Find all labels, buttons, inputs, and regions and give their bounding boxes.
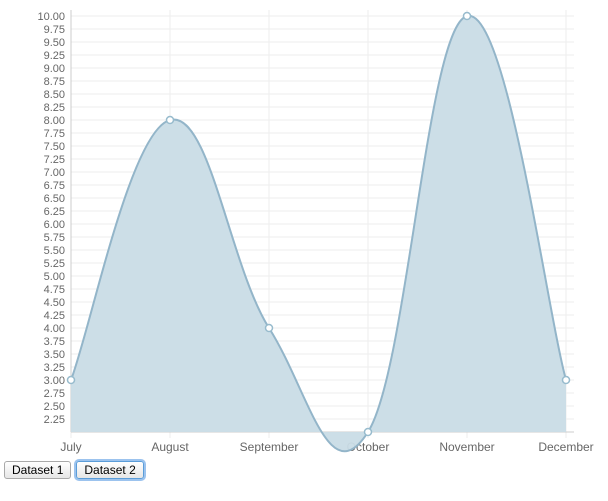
y-tick-label: 3.25: [44, 362, 65, 374]
x-tick-label: December: [538, 440, 593, 454]
x-axis: July August September October November Decemb…: [60, 440, 593, 454]
y-tick-label: 5.50: [44, 245, 65, 257]
y-tick-label: 3.50: [44, 349, 65, 361]
line-chart: 10.009.759.509.259.008.758.508.258.007.7…: [37, 10, 594, 454]
y-tick-label: 8.25: [44, 102, 65, 114]
series-points: [66, 11, 571, 437]
data-point: [66, 375, 76, 385]
y-tick-label: 5.75: [44, 232, 65, 244]
y-tick-label: 4.25: [44, 310, 65, 322]
y-tick-label: 8.00: [44, 115, 65, 127]
y-tick-label: 2.25: [44, 414, 65, 426]
data-point: [462, 11, 472, 21]
series-area: [71, 15, 566, 452]
y-tick-label: 9.25: [44, 50, 65, 62]
series-line: [70, 14, 567, 452]
y-tick-label: 6.75: [44, 180, 65, 192]
y-tick-label: 9.50: [44, 37, 65, 49]
y-tick-label: 5.00: [44, 271, 65, 283]
y-tick-label: 9.00: [44, 63, 65, 75]
y-tick-label: 5.25: [44, 258, 65, 270]
dataset-controls: Dataset 1 Dataset 2: [4, 461, 144, 479]
y-tick-label: 4.00: [44, 323, 65, 335]
x-tick-label: July: [60, 440, 81, 454]
y-tick-label: 10.00: [37, 11, 65, 23]
y-tick-label: 3.00: [44, 375, 65, 387]
y-tick-label: 8.75: [44, 76, 65, 88]
y-tick-label: 7.00: [44, 167, 65, 179]
y-tick-label: 4.50: [44, 297, 65, 309]
x-tick-label: November: [439, 440, 494, 454]
y-tick-label: 2.50: [44, 401, 65, 413]
x-tick-label: September: [240, 440, 299, 454]
y-tick-label: 9.75: [44, 24, 65, 36]
dataset-1-button[interactable]: Dataset 1: [4, 461, 72, 479]
y-tick-label: 3.75: [44, 336, 65, 348]
y-tick-label: 7.50: [44, 141, 65, 153]
data-point: [264, 323, 274, 333]
x-tick-label: August: [151, 440, 189, 454]
y-tick-label: 8.50: [44, 89, 65, 101]
y-tick-label: 6.50: [44, 193, 65, 205]
y-tick-label: 6.25: [44, 206, 65, 218]
y-tick-label: 7.75: [44, 128, 65, 140]
y-tick-label: 2.75: [44, 388, 65, 400]
y-tick-label: 4.75: [44, 284, 65, 296]
data-point: [165, 115, 175, 125]
dataset-2-button[interactable]: Dataset 2: [76, 461, 144, 479]
y-tick-label: 6.00: [44, 219, 65, 231]
y-tick-label: 7.25: [44, 154, 65, 166]
data-point: [363, 427, 373, 437]
data-point: [561, 375, 571, 385]
y-axis: 10.009.759.509.259.008.758.508.258.007.7…: [37, 11, 65, 426]
